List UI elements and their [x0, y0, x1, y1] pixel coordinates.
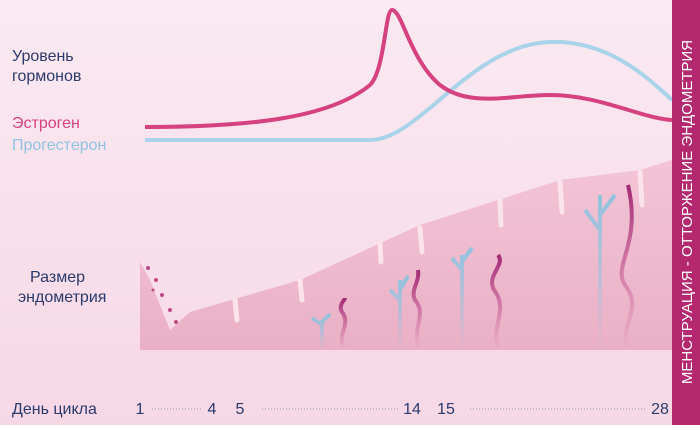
day-label: 1: [136, 401, 145, 418]
day-label: 14: [403, 401, 421, 418]
progesterone-curve: [145, 39, 674, 142]
estrogen-label: Эстроген: [12, 115, 80, 132]
shedding-cells: [146, 266, 178, 324]
cycle-day-label: День цикла: [12, 401, 97, 418]
endometrium-label: эндометрия: [18, 289, 106, 306]
glands: [232, 169, 645, 323]
day-label: 15: [437, 401, 455, 418]
side-banner: [672, 0, 700, 425]
estrogen-curve: [144, 7, 673, 129]
day-ticks: 1 4 5 14 15 28: [136, 401, 669, 418]
endometrium: [140, 160, 672, 350]
progesterone-label: Прогестерон: [12, 137, 106, 154]
hormones-label: гормонов: [12, 68, 81, 85]
side-banner-text: МЕНСТРУАЦИЯ - ОТТОРЖЕНИЕ ЭНДОМЕТРИЯ: [679, 40, 696, 384]
vessels: [310, 184, 635, 352]
endometrium-label: Размер: [30, 269, 85, 286]
day-label: 5: [236, 401, 245, 418]
day-label: 4: [208, 401, 217, 418]
hormones-label: Уровень: [12, 48, 74, 65]
day-label: 28: [651, 401, 669, 418]
